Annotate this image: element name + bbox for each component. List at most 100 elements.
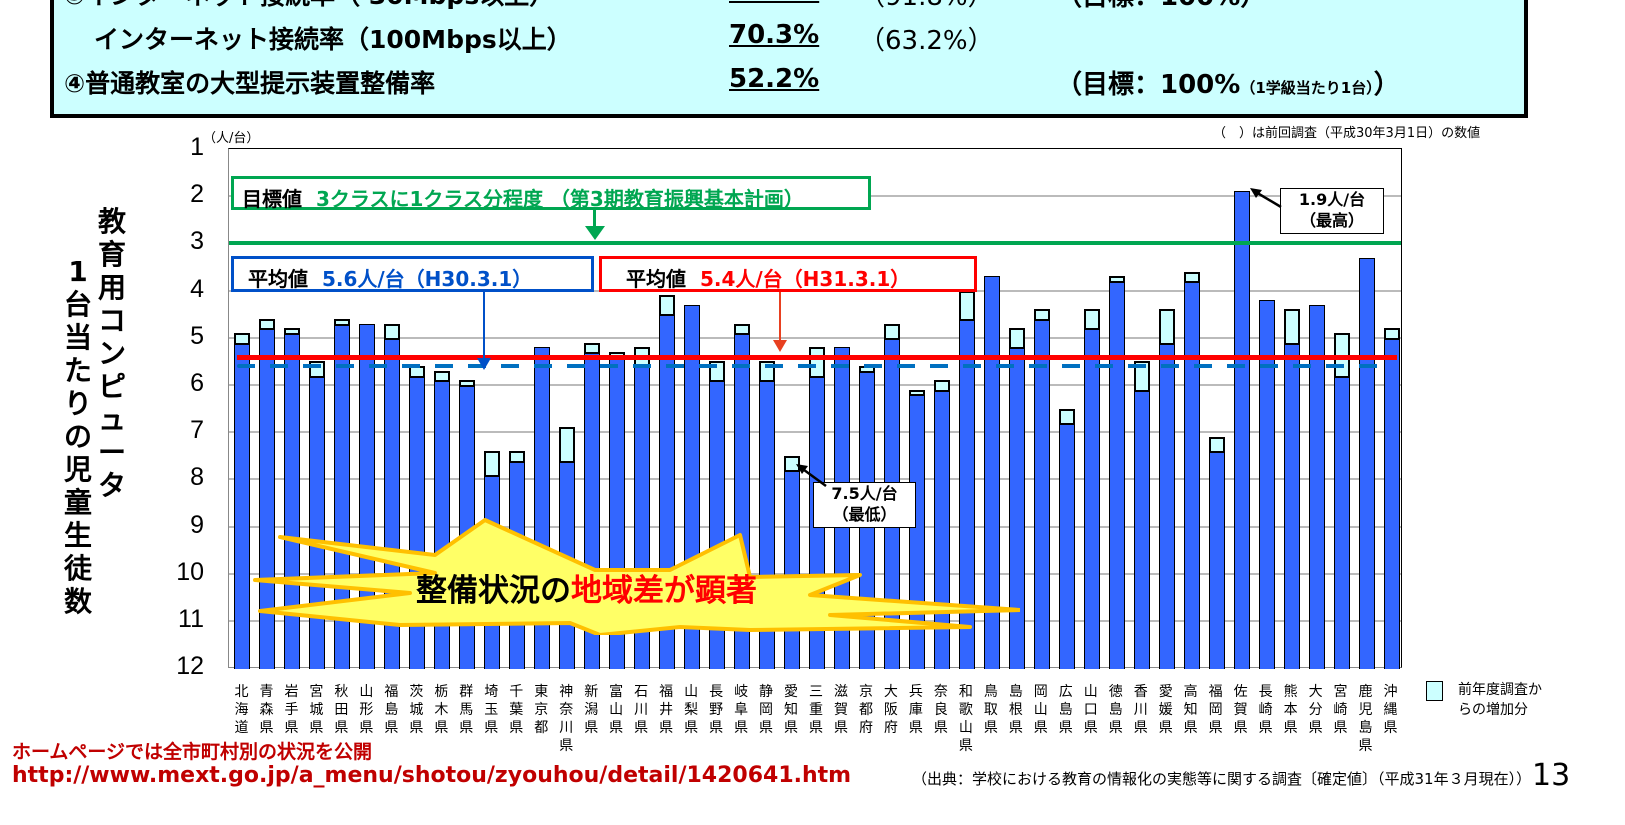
x-tick-label: 茨城県 bbox=[409, 684, 424, 736]
kpi-summary-box: ③インターネット接続率（ 30Mbps以上） 93.9% （91.8%） （目標… bbox=[50, 0, 1528, 118]
avg-prev-label: 平均値 bbox=[248, 267, 308, 291]
increase-segment bbox=[933, 380, 950, 392]
increase-segment bbox=[1033, 309, 1050, 321]
bar-鳥取県 bbox=[983, 276, 1000, 669]
avg-previous-dashed-line bbox=[237, 364, 1387, 369]
x-tick-label: 滋賀県 bbox=[833, 684, 848, 736]
target-line bbox=[229, 241, 1401, 246]
x-tick-label: 奈良県 bbox=[933, 684, 948, 736]
x-tick-label: 愛媛県 bbox=[1158, 684, 1173, 736]
kpi-goal: （目標：100%） bbox=[1056, 0, 1266, 13]
min-tag: （最低） bbox=[832, 505, 897, 524]
x-tick-label: 新潟県 bbox=[584, 684, 599, 736]
bar-岡山県 bbox=[1033, 318, 1050, 669]
increase-segment bbox=[883, 323, 900, 340]
increase-segment bbox=[559, 427, 576, 463]
x-tick-label: 岡山県 bbox=[1033, 684, 1048, 736]
x-tick-label: 神奈川県 bbox=[559, 684, 574, 754]
page-number: 13 bbox=[1532, 758, 1571, 793]
x-tick-label: 兵庫県 bbox=[908, 684, 923, 736]
min-value: 7.5人/台 bbox=[831, 484, 898, 503]
x-tick-label: 千葉県 bbox=[509, 684, 524, 736]
increase-segment bbox=[584, 342, 601, 354]
max-tag: （最高） bbox=[1299, 211, 1364, 230]
target-arrow-icon bbox=[585, 226, 605, 240]
increase-segment bbox=[908, 389, 925, 397]
increase-segment bbox=[1008, 328, 1025, 350]
x-tick-label: 東京都 bbox=[534, 684, 549, 736]
increase-segment bbox=[384, 323, 401, 340]
y-tick-label: 7 bbox=[190, 416, 204, 445]
min-callout: 7.5人/台 （最低） bbox=[813, 482, 916, 528]
bar-大分県 bbox=[1308, 304, 1325, 669]
x-tick-label: 栃木県 bbox=[434, 684, 449, 736]
x-tick-label: 長野県 bbox=[709, 684, 724, 736]
bar-徳島県 bbox=[1108, 281, 1125, 669]
burst-starburst-icon bbox=[253, 518, 1020, 635]
burst-message: 整備状況の地域差が顕著 bbox=[416, 573, 757, 609]
increase-segment bbox=[1108, 276, 1125, 284]
bar-山口県 bbox=[1083, 328, 1100, 669]
kpi-prev-value: （91.8%） bbox=[859, 0, 994, 13]
x-tick-label: 熊本県 bbox=[1283, 684, 1298, 736]
y-tick-label: 5 bbox=[190, 321, 204, 350]
increase-segment bbox=[1383, 328, 1400, 340]
kpi-label: ④普通教室の大型提示装置整備率 bbox=[64, 69, 436, 98]
increase-segment bbox=[284, 328, 301, 336]
bar-福岡県 bbox=[1208, 451, 1225, 669]
target-callout: 目標値 3クラスに1クラス分程度 （第3期教育振興基本計画） bbox=[231, 176, 871, 211]
x-tick-label: 三重県 bbox=[809, 684, 823, 736]
avg-curr-label: 平均値 bbox=[626, 267, 686, 291]
avg-curr-arrow-icon bbox=[773, 340, 787, 352]
avg-prev-callout: 平均値 5.6人/台（H30.3.1） bbox=[231, 256, 594, 292]
x-tick-label: 沖縄県 bbox=[1383, 684, 1398, 736]
x-tick-label: 広島県 bbox=[1058, 684, 1073, 736]
legend-increase-swatch bbox=[1426, 681, 1443, 701]
increase-segment bbox=[784, 455, 801, 472]
x-tick-label: 福岡県 bbox=[1208, 684, 1223, 736]
x-tick-label: 高知県 bbox=[1183, 684, 1198, 736]
max-callout: 1.9人/台 （最高） bbox=[1280, 188, 1384, 234]
increase-segment bbox=[734, 323, 751, 336]
x-tick-label: 香川県 bbox=[1133, 684, 1148, 736]
x-tick-label: 埼玉県 bbox=[484, 684, 499, 736]
x-tick-label: 岐阜県 bbox=[734, 684, 749, 736]
legend-increase-label: 前年度調査からの増加分 bbox=[1458, 682, 1542, 718]
y-axis-unit: （人/台） bbox=[203, 131, 260, 146]
bar-長崎県 bbox=[1258, 300, 1275, 669]
increase-segment bbox=[958, 290, 975, 321]
kpi-value: 93.9% bbox=[729, 0, 819, 6]
x-tick-label: 静岡県 bbox=[759, 684, 774, 736]
kpi-goal: （目標：100%（1学級当たり1台）） bbox=[1056, 70, 1400, 100]
bar-宮崎県 bbox=[1333, 375, 1350, 669]
bar-佐賀県 bbox=[1233, 191, 1250, 669]
bar-沖縄県 bbox=[1383, 337, 1400, 669]
x-tick-label: 青森県 bbox=[259, 684, 274, 736]
y-axis-title-line1: 教育用コンピュータ bbox=[97, 205, 126, 502]
avg-curr-text: 5.4人/台（H31.3.1） bbox=[699, 267, 911, 291]
target-text: 3クラスに1クラス分程度 （第3期教育振興基本計画） bbox=[315, 187, 804, 211]
homepage-note: ホームページでは全市町村別の状況を公開 bbox=[12, 741, 373, 763]
increase-segment bbox=[334, 318, 351, 326]
kpi-goal-note: （1学級当たり1台） bbox=[1240, 79, 1374, 97]
y-tick-label: 12 bbox=[176, 652, 204, 681]
increase-segment bbox=[1158, 309, 1175, 345]
increase-segment bbox=[1208, 436, 1225, 454]
x-tick-label: 北海道 bbox=[234, 684, 249, 736]
avg-curr-arrow-shaft bbox=[779, 292, 781, 342]
source-url-link[interactable]: http://www.mext.go.jp/a_menu/shotou/zyou… bbox=[12, 763, 852, 788]
x-tick-label: 秋田県 bbox=[334, 684, 349, 736]
x-tick-label: 京都府 bbox=[858, 684, 873, 736]
x-tick-label: 大分県 bbox=[1308, 684, 1323, 736]
increase-segment bbox=[1283, 309, 1300, 345]
increase-segment bbox=[459, 380, 476, 387]
increase-segment bbox=[809, 347, 825, 378]
kpi-label: ③インターネット接続率（ 30Mbps以上） bbox=[64, 0, 554, 12]
increase-segment bbox=[509, 451, 526, 463]
x-tick-label: 鳥取県 bbox=[983, 684, 998, 736]
x-tick-label: 大阪府 bbox=[883, 684, 898, 736]
x-tick-label: 岩手県 bbox=[284, 684, 299, 736]
target-arrow-shaft bbox=[593, 210, 596, 230]
y-tick-label: 3 bbox=[190, 227, 204, 256]
